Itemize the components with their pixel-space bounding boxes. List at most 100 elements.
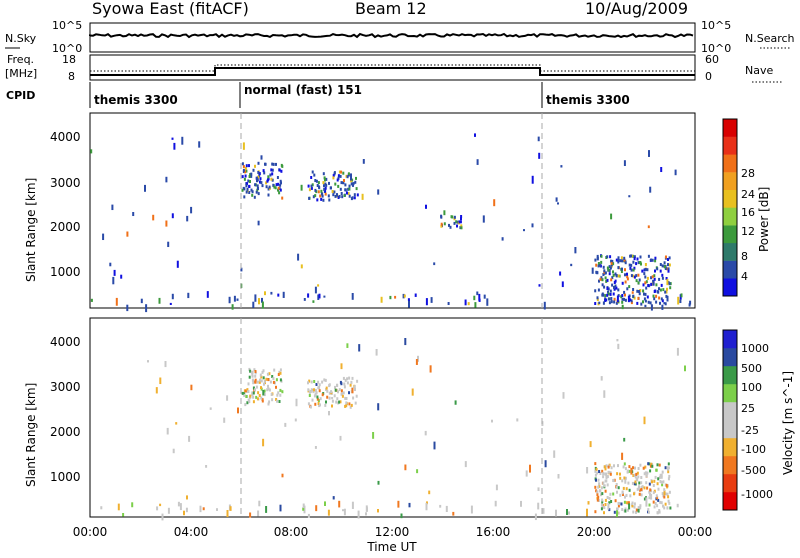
echo-cell	[338, 400, 341, 404]
echo-cell	[337, 174, 340, 178]
echo-cell	[249, 512, 252, 518]
power-cbar-tick: 24	[741, 188, 755, 201]
echo-cell	[389, 295, 392, 300]
echo-cell	[647, 510, 650, 514]
echo-cell	[311, 183, 314, 187]
cpid-segment-label: normal (fast) 151	[244, 83, 362, 97]
echo-cell	[612, 270, 614, 274]
echo-cell	[649, 488, 652, 492]
echo-cell	[355, 176, 357, 180]
echo-cell	[243, 177, 246, 181]
echo-cell	[336, 397, 339, 401]
velocity-ytick: 2000	[50, 425, 81, 439]
echo-cell	[325, 177, 328, 181]
echo-cell	[247, 390, 250, 393]
echo-cell	[247, 382, 250, 386]
echo-cell	[242, 168, 245, 172]
echo-cell	[300, 264, 303, 269]
echo-cell	[459, 226, 462, 230]
echo-cell	[317, 399, 320, 402]
echo-cell	[611, 259, 614, 263]
echo-cell	[120, 274, 123, 279]
echo-cell	[183, 510, 185, 516]
power-colorbar-block	[723, 225, 737, 244]
echo-cell	[310, 380, 313, 384]
echo-cell	[277, 186, 280, 190]
echo-cell	[606, 293, 609, 297]
velocity-colorbar-block	[723, 474, 737, 493]
echo-cell	[598, 279, 600, 283]
echo-cell	[657, 498, 660, 502]
echo-cell	[648, 490, 651, 494]
echo-cell	[430, 297, 433, 303]
echo-cell	[613, 464, 615, 468]
echo-cell	[640, 476, 643, 479]
echo-cell	[474, 133, 476, 137]
echo-cell	[173, 142, 176, 150]
echo-cell	[344, 404, 347, 408]
echo-cell	[256, 178, 259, 182]
echo-cell	[342, 376, 345, 380]
echo-cell	[634, 480, 637, 484]
echo-cell	[664, 302, 667, 306]
echo-cell	[605, 479, 608, 483]
echo-cell	[604, 489, 607, 493]
echo-cell	[637, 467, 640, 470]
echo-cell	[352, 183, 354, 187]
echo-cell	[601, 292, 604, 295]
echo-cell	[644, 281, 647, 285]
echo-cell	[601, 500, 604, 504]
echo-cell	[313, 388, 315, 392]
echo-cell	[640, 486, 643, 490]
echo-cell	[651, 464, 654, 468]
echo-cell	[332, 176, 335, 180]
echo-cell	[314, 402, 317, 406]
echo-cell	[268, 185, 271, 189]
echo-cell	[425, 298, 428, 306]
velocity-colorbar-blocks	[723, 330, 737, 511]
echo-cell	[324, 403, 327, 407]
echo-cell	[597, 478, 600, 482]
echo-cell	[611, 276, 614, 280]
echo-cell	[630, 467, 633, 475]
nsearch-tick-high: 10^5	[701, 19, 731, 32]
echo-cell	[645, 286, 648, 290]
echo-cell	[348, 376, 351, 380]
power-colorbar-blocks	[723, 119, 737, 297]
echo-cell	[445, 505, 448, 513]
echo-cell	[587, 501, 590, 505]
echo-cell	[347, 192, 350, 195]
echo-cell	[623, 160, 626, 167]
echo-cell	[660, 481, 663, 484]
echo-cell	[338, 388, 341, 392]
echo-cell	[312, 195, 315, 199]
echo-cell	[601, 469, 604, 473]
echo-cell	[594, 302, 597, 305]
echo-cell	[663, 265, 666, 269]
echo-cell	[250, 370, 253, 374]
echo-cell	[258, 394, 261, 397]
echo-cell	[596, 493, 599, 496]
echo-cell	[281, 196, 284, 200]
echo-cell	[621, 281, 624, 285]
echo-cell	[616, 339, 619, 342]
echo-cell	[343, 194, 346, 197]
echo-cell	[241, 162, 244, 166]
echo-cell	[607, 465, 610, 469]
echo-cell	[594, 462, 597, 466]
echo-cell	[668, 474, 671, 478]
echo-cell	[265, 185, 268, 189]
echo-cell	[617, 256, 620, 260]
echo-cell	[596, 490, 599, 494]
echo-cell	[277, 188, 279, 192]
echo-cell	[244, 166, 247, 170]
echo-cell	[335, 400, 338, 404]
echo-cell	[165, 176, 168, 183]
echo-cell	[354, 401, 357, 405]
echo-cell	[636, 487, 639, 491]
echo-cell	[338, 170, 341, 174]
echo-cell	[344, 188, 347, 192]
echo-cell	[597, 262, 600, 265]
echo-cell	[355, 187, 358, 191]
echo-cell	[610, 500, 613, 503]
